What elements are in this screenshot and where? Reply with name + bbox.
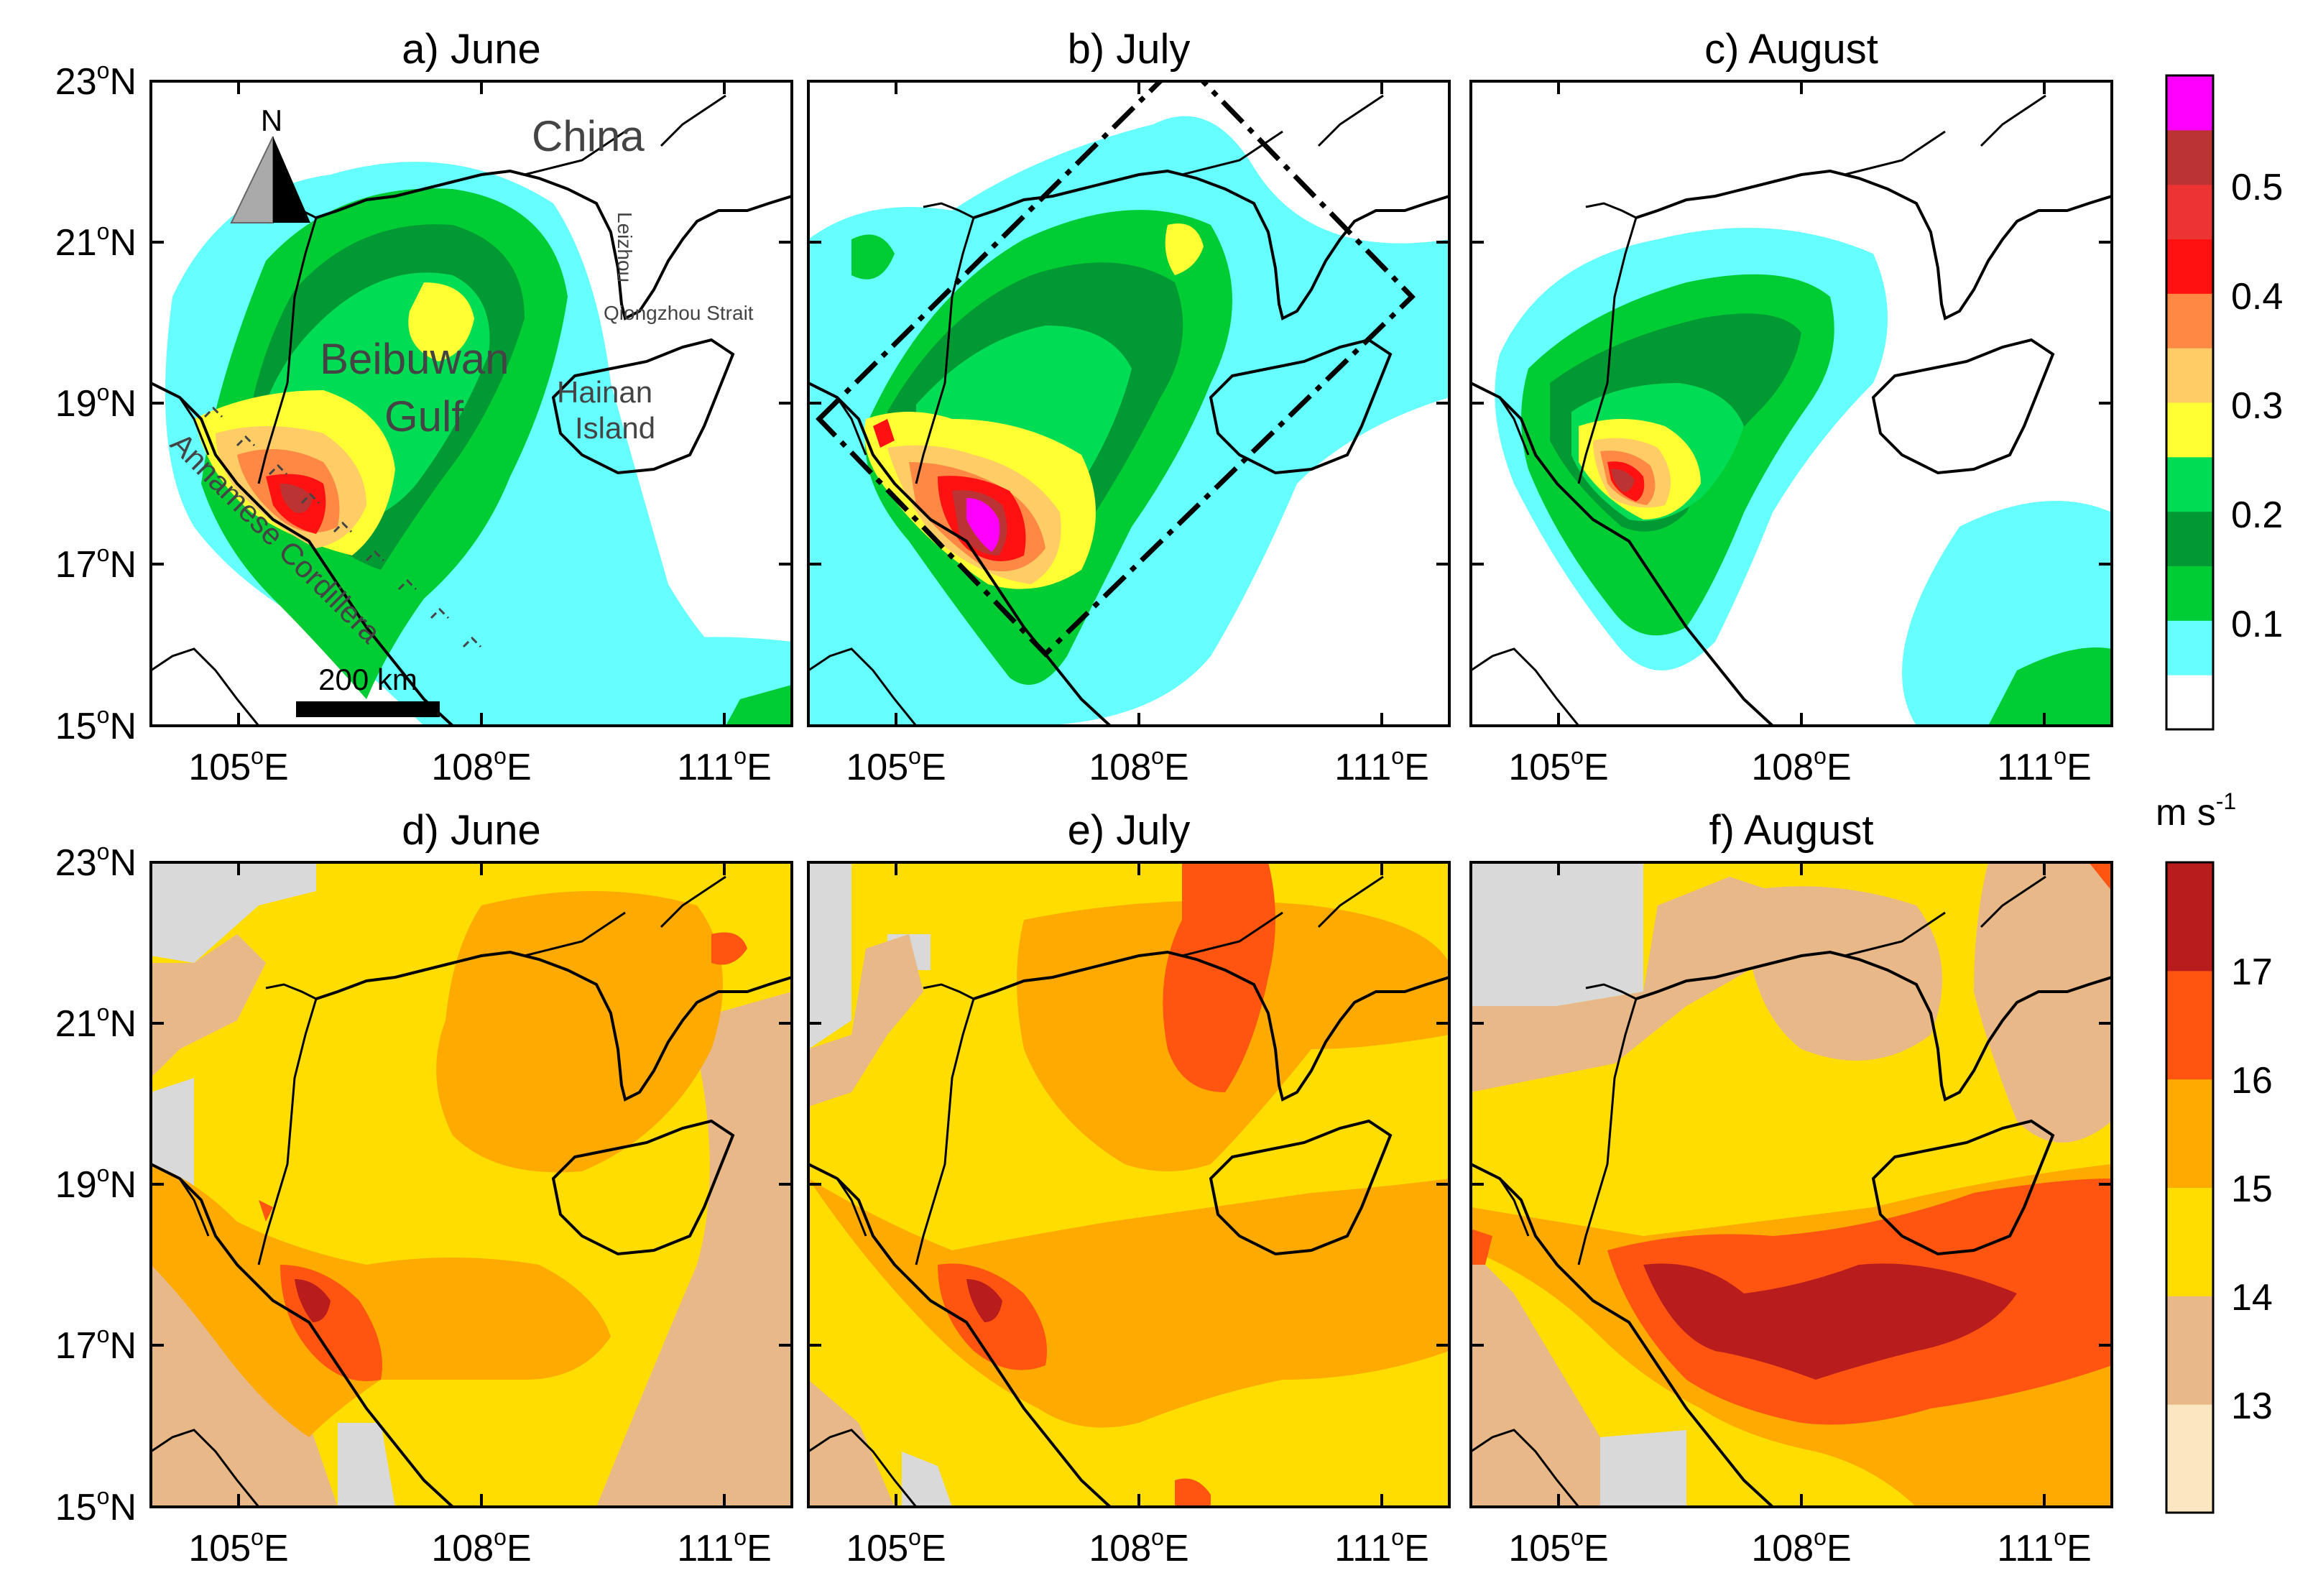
svg-text:111oE: 111oE (1334, 1524, 1429, 1569)
svg-text:105oE: 105oE (188, 743, 288, 788)
colorbar-top: 0.5 0.4 0.3 0.2 0.1 (2165, 74, 2283, 731)
colorbar-top-tick-0: 0.5 (2231, 167, 2283, 208)
colorbar-top-segment-6 (2166, 348, 2213, 403)
colorbar-bottom-segment-3 (2166, 1079, 2213, 1188)
svg-text:105oE: 105oE (1508, 743, 1608, 788)
svg-text:15oN: 15oN (55, 702, 137, 747)
panel-d-june (151, 862, 792, 1507)
scale-bar (296, 701, 440, 717)
colorbar-bottom-unit: m s-1 (2156, 788, 2236, 834)
svg-text:111oE: 111oE (1997, 1524, 2092, 1569)
colorbar-top-tick-3: 0.2 (2231, 494, 2283, 536)
colorbar-top-segment-9 (2166, 184, 2213, 239)
svg-text:111oE: 111oE (1997, 743, 2092, 788)
svg-text:108oE: 108oE (1089, 1524, 1188, 1569)
colorbar-top-segment-3 (2166, 511, 2213, 566)
svg-text:19oN: 19oN (55, 1161, 137, 1206)
svg-text:19oN: 19oN (55, 379, 137, 425)
svg-text:17oN: 17oN (55, 540, 137, 586)
panel-f-august (1471, 862, 2112, 1507)
panel-c-august (1471, 81, 2112, 726)
svg-text:108oE: 108oE (1751, 743, 1851, 788)
tick-marks (151, 81, 2112, 1507)
svg-text:23oN: 23oN (55, 839, 137, 884)
colorbar-bottom-segment-4 (2166, 970, 2213, 1080)
label-hainan-line2: Island (575, 411, 655, 445)
svg-text:105oE: 105oE (846, 743, 946, 788)
svg-text:21oN: 21oN (55, 1000, 137, 1045)
label-beibuwan-gulf-line2: Gulf (384, 392, 463, 440)
lat-axis-bottom: 23oN 21oN 19oN 17oN 15oN (55, 839, 137, 1528)
svg-text:111oE: 111oE (677, 1524, 772, 1569)
cordillera-ridge-marks (203, 406, 482, 648)
colorbar-top-segments (2166, 75, 2213, 730)
lat-axis-top: 23oN 21oN 19oN 17oN 15oN (55, 57, 137, 747)
svg-text:105oE: 105oE (846, 1524, 946, 1569)
colorbar-top-segment-11 (2166, 75, 2213, 131)
colorbar-top-segment-2 (2166, 566, 2213, 621)
panel-e-july (808, 862, 1449, 1507)
colorbar-top-tick-1: 0.4 (2231, 276, 2283, 318)
label-leizhou: Leizhou (614, 212, 636, 282)
colorbar-bottom-tick-0: 17 (2231, 951, 2273, 993)
colorbar-top-segment-7 (2166, 293, 2213, 349)
colorbar-top-segment-8 (2166, 239, 2213, 294)
colorbar-top-segment-5 (2166, 402, 2213, 458)
svg-text:111oE: 111oE (677, 743, 772, 788)
lon-axis-top: 105oE 108oE 111oE 105oE 108oE 111oE 105o… (188, 743, 2091, 788)
label-china: China (532, 112, 645, 160)
north-arrow-icon: N (230, 103, 310, 223)
svg-text:23oN: 23oN (55, 57, 137, 103)
label-hainan-line1: Hainan (557, 375, 652, 409)
svg-text:15oN: 15oN (55, 1483, 137, 1528)
panel-b-july (808, 81, 1449, 726)
svg-text:108oE: 108oE (431, 1524, 531, 1569)
scale-bar-label: 200 km (318, 663, 417, 696)
svg-text:105oE: 105oE (188, 1524, 288, 1569)
colorbar-bottom-tick-4: 13 (2231, 1385, 2273, 1427)
svg-text:111oE: 111oE (1334, 743, 1429, 788)
svg-text:N: N (261, 103, 282, 137)
colorbar-bottom-segment-0 (2166, 1404, 2213, 1513)
svg-text:21oN: 21oN (55, 218, 137, 264)
svg-text:108oE: 108oE (431, 743, 531, 788)
colorbar-bottom-segment-2 (2166, 1187, 2213, 1296)
colorbar-top-tick-4: 0.1 (2231, 604, 2283, 645)
svg-text:108oE: 108oE (1751, 1524, 1851, 1569)
panel-a-june (151, 81, 792, 726)
panel-title-e: e) July (1068, 807, 1191, 854)
svg-text:17oN: 17oN (55, 1321, 137, 1367)
panel-title-b: b) July (1068, 26, 1191, 73)
colorbar-bottom-tick-1: 16 (2231, 1060, 2273, 1102)
colorbar-bottom-tick-2: 15 (2231, 1168, 2273, 1210)
svg-text:108oE: 108oE (1089, 743, 1188, 788)
panel-title-d: d) June (402, 807, 540, 854)
colorbar-top-segment-4 (2166, 456, 2213, 512)
colorbar-bottom-segments (2166, 862, 2213, 1513)
colorbar-top-segment-1 (2166, 620, 2213, 675)
colorbar-bottom-tick-3: 14 (2231, 1277, 2273, 1319)
colorbar-top-tick-2: 0.3 (2231, 385, 2283, 427)
colorbar-top-segment-10 (2166, 129, 2213, 185)
label-qiongzhou-strait: Qiongzhou Strait (604, 302, 754, 324)
panel-title-f: f) August (1709, 807, 1874, 854)
panel-title-a: a) June (402, 26, 540, 73)
colorbar-bottom: m s-1 17 16 15 14 13 (2156, 788, 2273, 1514)
colorbar-bottom-segment-1 (2166, 1296, 2213, 1405)
lon-axis-bottom: 105oE 108oE 111oE 105oE 108oE 111oE 105o… (188, 1524, 2091, 1569)
panel-title-c: c) August (1704, 26, 1878, 73)
colorbar-top-segment-0 (2166, 675, 2213, 730)
svg-text:105oE: 105oE (1508, 1524, 1608, 1569)
colorbar-bottom-segment-5 (2166, 862, 2213, 972)
label-beibuwan-gulf-line1: Beibuwan (320, 335, 509, 383)
